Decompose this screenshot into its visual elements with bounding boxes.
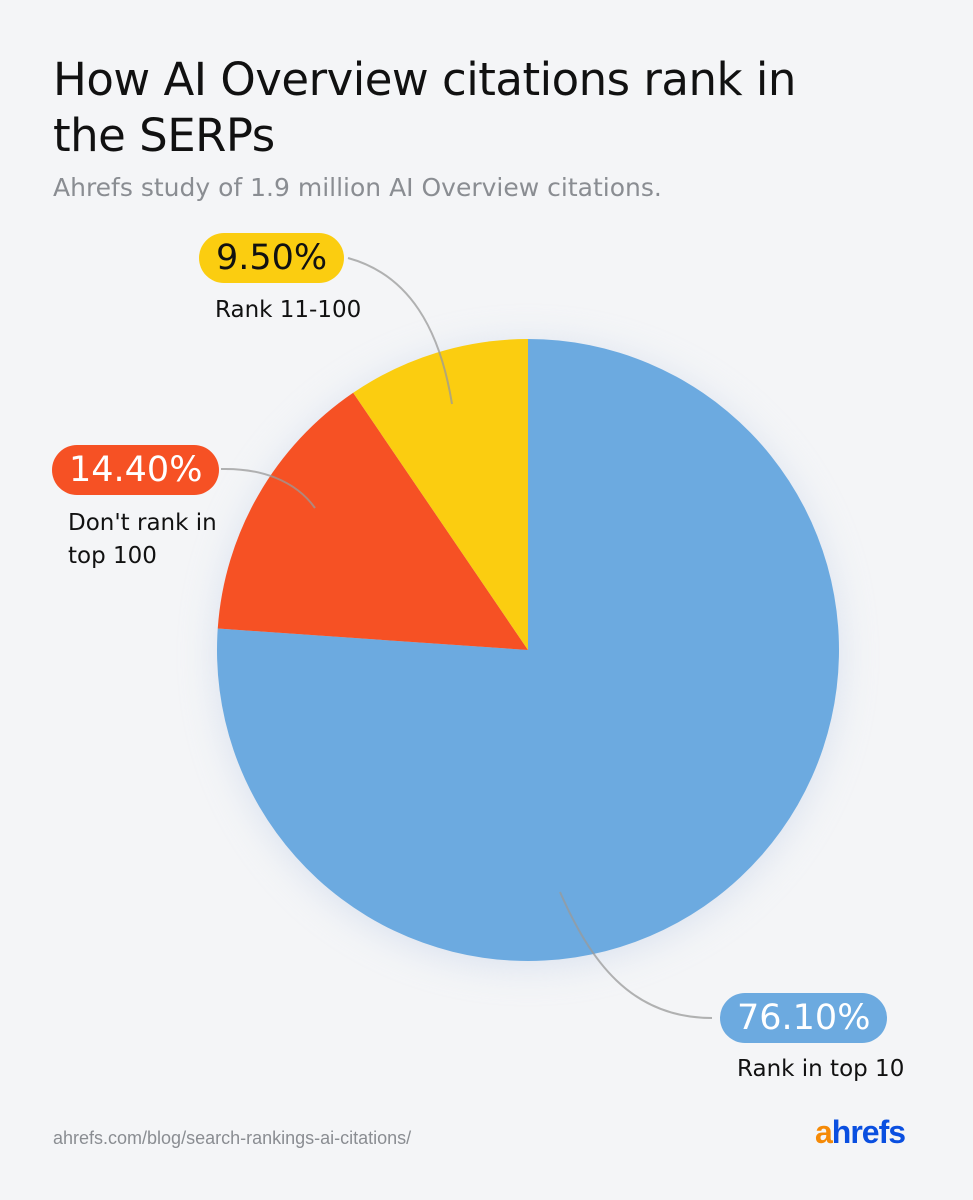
- source-url: ahrefs.com/blog/search-rankings-ai-citat…: [53, 1128, 412, 1148]
- slice-label-rank-11-100: Rank 11-100: [215, 297, 362, 323]
- leader-line-top-10: [559, 891, 713, 1019]
- slice-label-dont-rank: Don't rank in top 100: [68, 510, 217, 569]
- ahrefs-logo: ahrefs: [815, 1114, 906, 1150]
- slice-label-top-10: Rank in top 10: [737, 1056, 905, 1082]
- data-label-rank-11-100: 9.50%: [199, 233, 345, 283]
- leader-line-rank-11-100: [347, 257, 453, 405]
- pie-slice-rank-11-100: [353, 339, 528, 650]
- pie-slice-don-t-rank-in-top-100: [217, 392, 529, 650]
- data-label-dont-rank: 14.40%: [52, 445, 220, 495]
- chart-title: How AI Overview citations rank in the SE…: [53, 53, 796, 162]
- data-label-top-10: 76.10%: [720, 993, 888, 1043]
- leader-line-dont-rank: [220, 467, 316, 509]
- chart-subtitle: Ahrefs study of 1.9 million AI Overview …: [53, 173, 662, 202]
